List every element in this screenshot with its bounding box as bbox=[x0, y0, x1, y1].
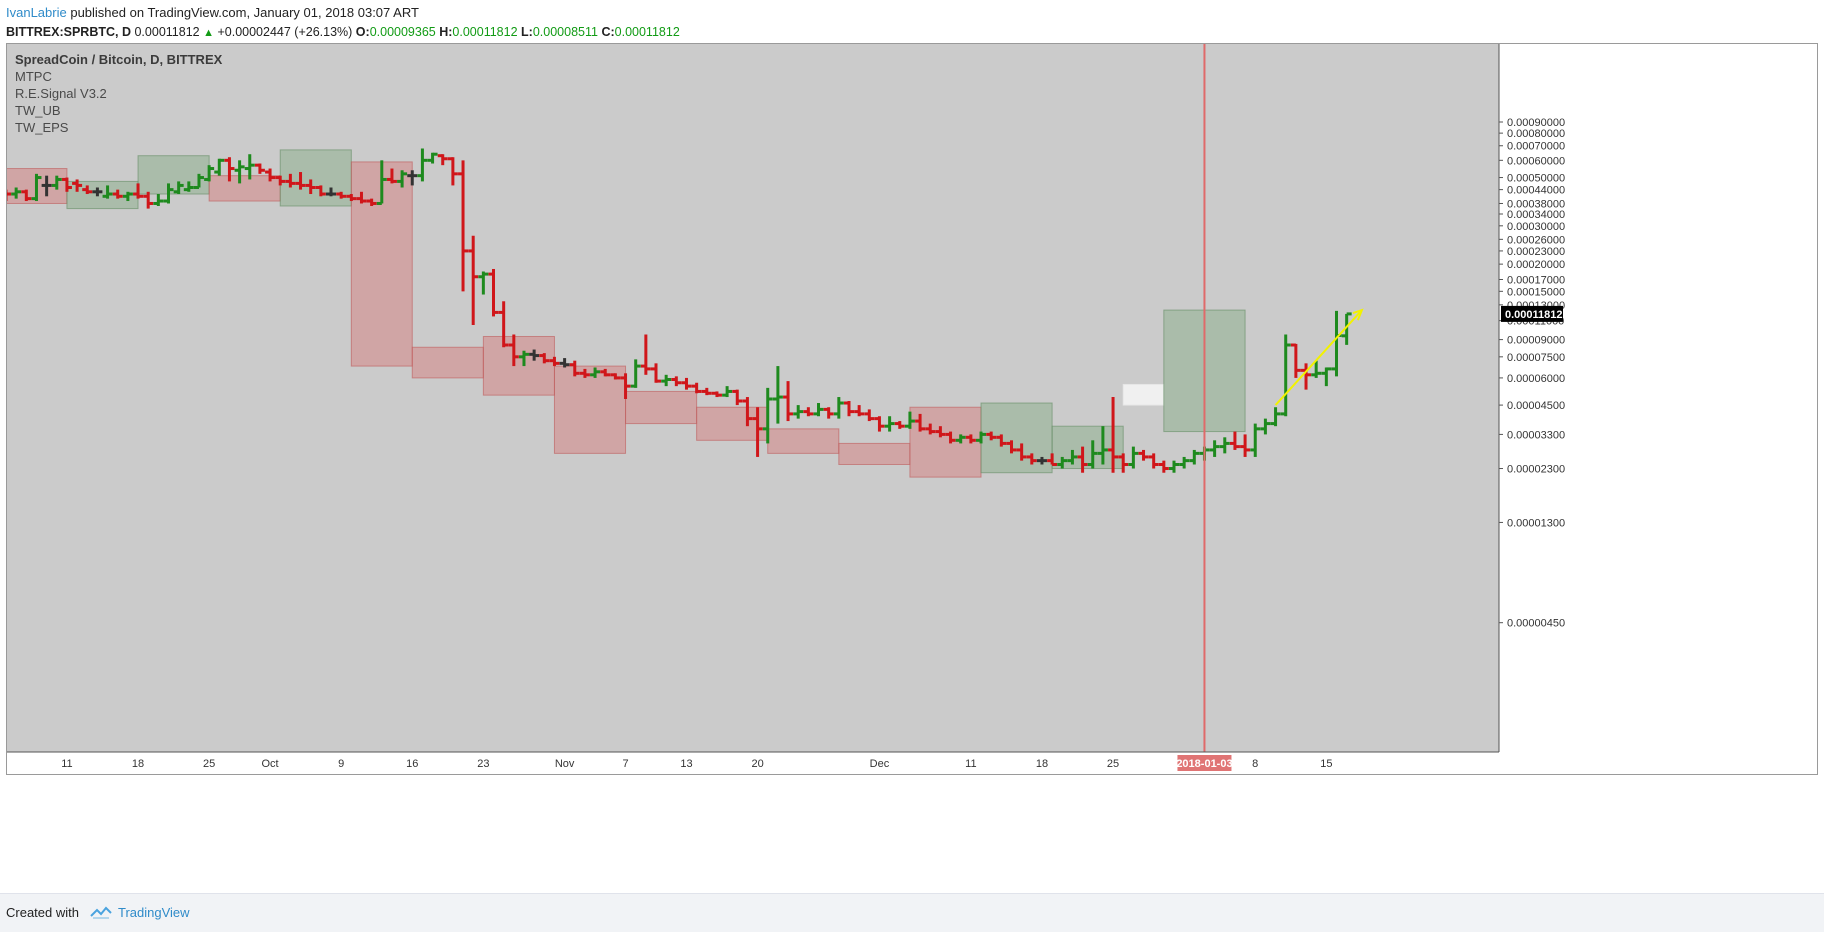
price-axis-label: 0.00006000 bbox=[1507, 373, 1565, 385]
time-axis-label: 18 bbox=[1036, 758, 1048, 770]
time-axis-label: Dec bbox=[870, 758, 890, 770]
price-axis-label: 0.00004500 bbox=[1507, 400, 1565, 412]
chart-border bbox=[6, 43, 1818, 775]
footer-bar: Created with TradingView bbox=[0, 893, 1824, 932]
plot-background[interactable] bbox=[6, 43, 1499, 752]
price-axis-label: 0.00034000 bbox=[1507, 209, 1565, 221]
time-axis-label: 16 bbox=[406, 758, 418, 770]
high-label: H: bbox=[439, 25, 453, 39]
price-axis-label: 0.00060000 bbox=[1507, 155, 1565, 167]
time-axis-label: 15 bbox=[1320, 758, 1332, 770]
date-marker-badge bbox=[1177, 755, 1232, 771]
time-axis-label: Nov bbox=[555, 758, 575, 770]
price-axis-label: 0.00003300 bbox=[1507, 429, 1565, 441]
price-axis-label: 0.00026000 bbox=[1507, 234, 1565, 246]
time-axis-label: 9 bbox=[338, 758, 344, 770]
time-axis-label: 7 bbox=[622, 758, 628, 770]
price-axis-label: 0.00023000 bbox=[1507, 246, 1565, 258]
time-axis-label: 20 bbox=[751, 758, 763, 770]
time-axis-label: Oct bbox=[262, 758, 279, 770]
time-axis-label: 25 bbox=[203, 758, 215, 770]
time-axis-label: 11 bbox=[965, 758, 976, 770]
price-axis-label: 0.00038000 bbox=[1507, 198, 1565, 210]
signal-zone-box bbox=[767, 428, 840, 454]
signal-zone-box bbox=[553, 365, 627, 454]
current-price-badge bbox=[1501, 305, 1563, 322]
legend-indicator[interactable]: MTPC bbox=[15, 69, 52, 84]
ohlc-line: BITTREX:SPRBTC, D 0.00011812 ▲ +0.000024… bbox=[6, 23, 1816, 41]
author-link[interactable]: IvanLabrie bbox=[6, 5, 67, 20]
price-axis-label: 0.00070000 bbox=[1507, 141, 1565, 153]
legend-title: SpreadCoin / Bitcoin, D, BITTREX bbox=[15, 52, 223, 67]
price-axis-label: 0.00002300 bbox=[1507, 464, 1565, 476]
last-price: 0.00011812 bbox=[134, 25, 200, 39]
chart-header: IvanLabrie published on TradingView.com,… bbox=[6, 3, 1816, 41]
chart-legend: SpreadCoin / Bitcoin, D, BITTREX MTPC R.… bbox=[15, 51, 222, 136]
current-price-label: 0.00011812 bbox=[1505, 309, 1563, 321]
signal-zone-box bbox=[838, 442, 911, 466]
price-axis-label: 0.00050000 bbox=[1507, 173, 1565, 185]
signal-zone-box bbox=[411, 346, 484, 379]
price-axis-label: 0.00000450 bbox=[1507, 618, 1565, 630]
legend-indicator[interactable]: TW_EPS bbox=[15, 120, 69, 135]
price-axis-label: 0.00015000 bbox=[1507, 286, 1565, 298]
legend-indicator[interactable]: TW_UB bbox=[15, 103, 61, 118]
up-arrow-icon: ▲ bbox=[203, 27, 214, 39]
created-with-text: Created with bbox=[6, 905, 79, 920]
price-axis-label: 0.00007500 bbox=[1507, 352, 1565, 364]
close-label: C: bbox=[601, 25, 615, 39]
low-value: 0.00008511 bbox=[532, 25, 598, 39]
price-axis-label: 0.00009000 bbox=[1507, 335, 1565, 347]
trend-arrow-line bbox=[1274, 309, 1363, 406]
time-axis-label: 18 bbox=[132, 758, 144, 770]
signal-zone-box bbox=[1122, 383, 1165, 406]
signal-zone-box bbox=[208, 175, 281, 202]
time-axis-label: 25 bbox=[1107, 758, 1119, 770]
low-label: L: bbox=[521, 25, 533, 39]
symbol-label: BITTREX:SPRBTC, D bbox=[6, 25, 131, 39]
close-value: 0.00011812 bbox=[614, 25, 680, 39]
time-axis-label: 11 bbox=[61, 758, 72, 770]
time-axis-label: 23 bbox=[477, 758, 489, 770]
date-marker-label: 2018-01-03 bbox=[1176, 758, 1232, 770]
legend-indicator[interactable]: R.E.Signal V3.2 bbox=[15, 86, 107, 101]
time-axis-label: 13 bbox=[680, 758, 692, 770]
open-label: O: bbox=[355, 25, 370, 39]
time-axis-label: 8 bbox=[1252, 758, 1258, 770]
price-axis-label: 0.00080000 bbox=[1507, 128, 1565, 140]
price-axis-label: 0.00044000 bbox=[1507, 185, 1565, 197]
published-text: published on TradingView.com, January 01… bbox=[70, 5, 419, 20]
open-value: 0.00009365 bbox=[369, 25, 436, 39]
tradingview-logo-icon[interactable] bbox=[90, 905, 112, 919]
signal-zone-box bbox=[625, 390, 698, 425]
price-axis-label: 0.00020000 bbox=[1507, 259, 1565, 271]
signal-zone-box bbox=[482, 335, 555, 396]
high-value: 0.00011812 bbox=[452, 25, 518, 39]
price-axis-label: 0.00001300 bbox=[1507, 517, 1565, 529]
publish-line: IvanLabrie published on TradingView.com,… bbox=[6, 3, 1816, 23]
price-axis-label: 0.00017000 bbox=[1507, 274, 1565, 286]
tradingview-link[interactable]: TradingView bbox=[118, 905, 190, 920]
change-value: +0.00002447 (+26.13%) bbox=[217, 25, 353, 39]
chart-area[interactable]: 0.00090000 0.00080000 0.00070000 0.00060000… bbox=[6, 43, 1818, 876]
price-axis-label: 0.00090000 bbox=[1507, 117, 1565, 129]
price-axis-label: 0.00030000 bbox=[1507, 221, 1565, 233]
trend-arrow-icon bbox=[1352, 308, 1364, 321]
